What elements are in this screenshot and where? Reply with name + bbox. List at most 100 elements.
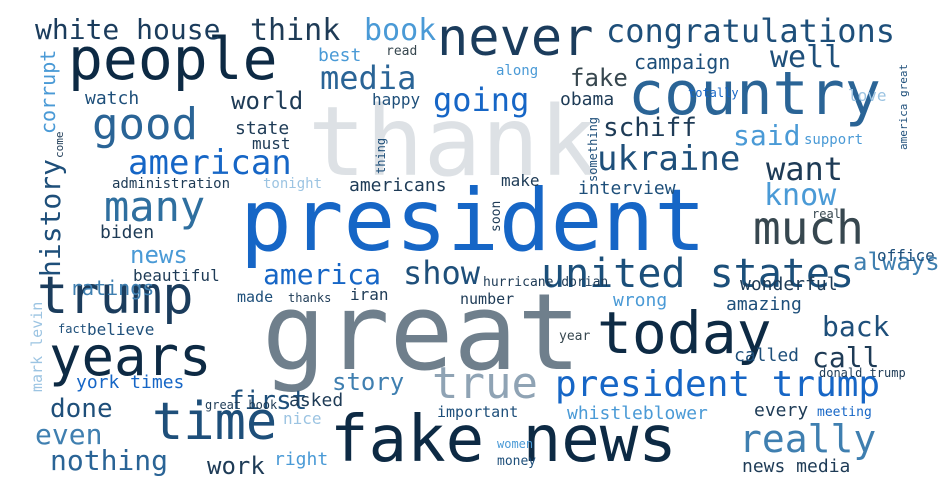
word-wonderful: wonderful bbox=[740, 274, 838, 295]
word-tonight: tonight bbox=[263, 176, 323, 192]
word-ratings: ratings bbox=[70, 276, 155, 300]
word-believe: believe bbox=[87, 320, 155, 339]
word-call: call bbox=[812, 341, 880, 374]
word-come: come bbox=[53, 131, 66, 159]
word-story: story bbox=[332, 368, 405, 396]
word-united-states: united states bbox=[541, 251, 855, 297]
word-americans: americans bbox=[349, 175, 447, 196]
word-america: america bbox=[263, 258, 382, 291]
word-must: must bbox=[252, 134, 291, 153]
word-going: going bbox=[433, 81, 530, 119]
word-soon: soon bbox=[489, 200, 504, 232]
word-real: real bbox=[812, 207, 841, 221]
word-fake-news: fake news bbox=[330, 403, 677, 477]
word-back: back bbox=[822, 310, 890, 343]
word-american: american bbox=[128, 143, 292, 183]
word-thank: thank bbox=[308, 86, 597, 198]
word-thanks: thanks bbox=[288, 291, 332, 305]
word-well: well bbox=[770, 40, 843, 75]
word-trump: trump bbox=[37, 266, 194, 326]
word-corrupt: corrupt bbox=[36, 49, 60, 134]
word-made: made bbox=[237, 288, 274, 306]
word-work: work bbox=[207, 452, 265, 480]
word-make: make bbox=[501, 171, 540, 190]
word-york-times: york times bbox=[76, 372, 185, 393]
word-said: said bbox=[733, 119, 801, 152]
word-totally: totally bbox=[688, 86, 739, 100]
word-amazing: amazing bbox=[726, 294, 802, 315]
word-white-house: white house bbox=[35, 13, 221, 46]
word-obama: obama bbox=[560, 89, 615, 110]
word-love: love bbox=[848, 86, 887, 105]
word-many: many bbox=[104, 182, 206, 231]
word-ukraine: ukraine bbox=[597, 139, 741, 179]
word-country: country bbox=[628, 59, 881, 129]
word-president-trump: president trump bbox=[555, 364, 881, 405]
word-people: people bbox=[68, 25, 278, 93]
word-campaign: campaign bbox=[634, 50, 731, 74]
word-time: time bbox=[152, 392, 278, 452]
word-meeting: meeting bbox=[817, 405, 872, 420]
word-thing: thing bbox=[374, 137, 388, 174]
word-much: much bbox=[753, 201, 864, 255]
word-think: think bbox=[250, 13, 341, 48]
word-year: year bbox=[559, 329, 591, 344]
word-want: want bbox=[766, 150, 844, 188]
word-hurricane-dorian: hurricane dorian bbox=[483, 275, 609, 290]
word-nothing: nothing bbox=[50, 444, 169, 477]
word-great-book: great book bbox=[205, 398, 278, 412]
word-show: show bbox=[403, 254, 481, 292]
word-done: done bbox=[50, 394, 113, 424]
word-beautiful: beautiful bbox=[133, 266, 220, 285]
word-america-great: america great bbox=[897, 63, 910, 150]
word-asked: asked bbox=[289, 390, 344, 411]
word-schiff: schiff bbox=[603, 113, 697, 143]
word-always: always bbox=[853, 248, 940, 276]
word-fake: fake bbox=[570, 64, 628, 92]
word-never: never bbox=[437, 8, 594, 68]
word-iran: iran bbox=[350, 285, 389, 304]
word-right: right bbox=[274, 449, 329, 470]
word-history: history bbox=[34, 158, 67, 277]
word-true: true bbox=[432, 358, 538, 409]
word-best: best bbox=[318, 45, 362, 66]
word-congratulations: congratulations bbox=[606, 12, 895, 50]
word-mark-levin: mark levin bbox=[28, 301, 46, 392]
word-happy: happy bbox=[372, 90, 421, 109]
word-really: really bbox=[739, 417, 877, 461]
word-good: good bbox=[92, 99, 198, 150]
word-watch: watch bbox=[85, 88, 140, 109]
word-money: money bbox=[497, 454, 537, 469]
word-fact: fact bbox=[58, 322, 87, 336]
word-support: support bbox=[804, 132, 864, 148]
word-president: president bbox=[240, 171, 706, 271]
word-called: called bbox=[734, 345, 800, 366]
word-number: number bbox=[460, 290, 515, 308]
word-even: even bbox=[35, 418, 103, 451]
word-state: state bbox=[235, 118, 290, 139]
word-great: great bbox=[262, 271, 582, 394]
word-office: office bbox=[877, 246, 935, 265]
word-today: today bbox=[597, 299, 772, 367]
word-important: important bbox=[437, 403, 519, 421]
word-read: read bbox=[386, 44, 418, 59]
word-whistleblower: whistleblower bbox=[567, 403, 708, 424]
word-administration: administration bbox=[112, 176, 231, 192]
word-media: media bbox=[320, 59, 417, 97]
word-interview: interview bbox=[578, 178, 676, 199]
word-know: know bbox=[764, 178, 837, 213]
word-wrong: wrong bbox=[613, 290, 668, 311]
word-first: first bbox=[229, 386, 308, 416]
word-book: book bbox=[364, 13, 437, 48]
word-donald-trump: donald trump bbox=[819, 366, 906, 380]
word-something: something bbox=[586, 116, 600, 182]
word-every: every bbox=[754, 400, 809, 421]
word-world: world bbox=[231, 87, 304, 115]
word-years: years bbox=[49, 325, 212, 388]
word-along: along bbox=[496, 63, 539, 79]
word-women: women bbox=[497, 437, 534, 451]
word-news: news bbox=[130, 241, 188, 269]
word-news-media: news media bbox=[742, 456, 851, 477]
word-nice: nice bbox=[283, 409, 322, 428]
